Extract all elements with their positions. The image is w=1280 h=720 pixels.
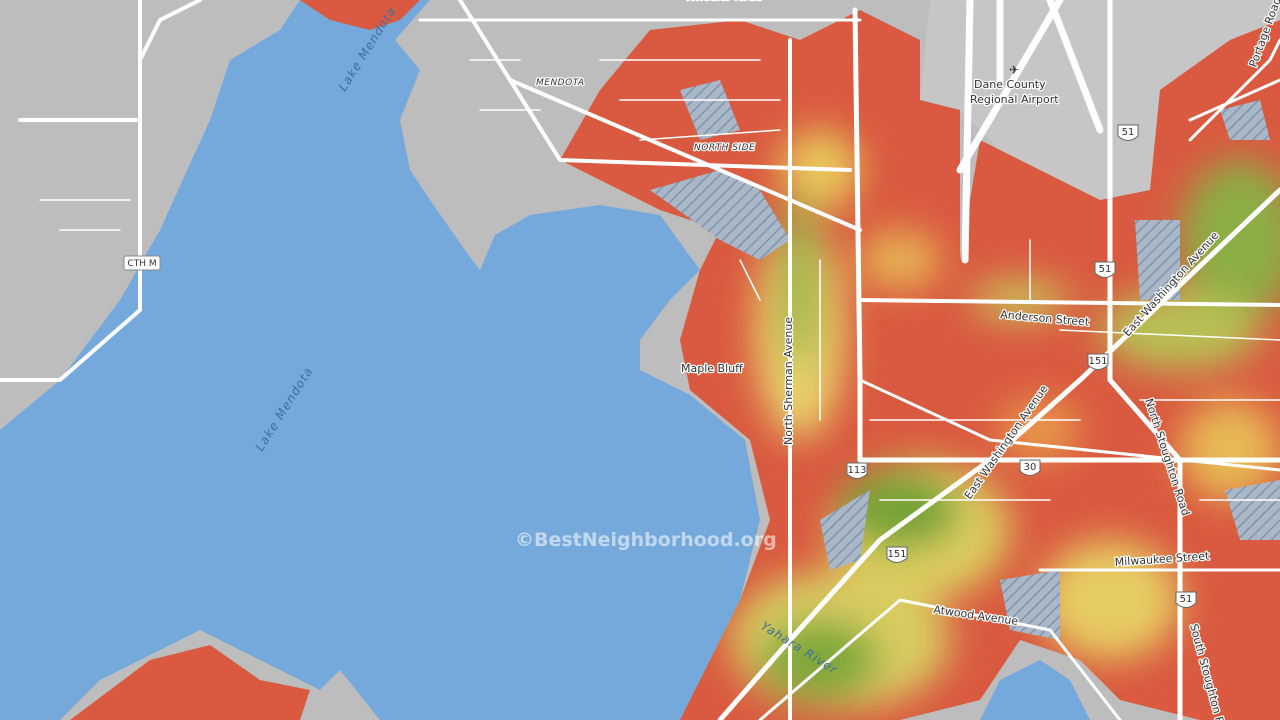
road [1107,0,1183,720]
street [869,239,1280,501]
place-label: North Sherman Avenue [782,317,795,445]
shield-number: 51 [1180,594,1193,605]
shield-number: 151 [887,549,906,560]
shield-number: 30 [1024,462,1037,473]
road [858,378,1280,472]
lake [980,660,1090,720]
park [650,170,790,260]
place-label: Wheeler Road [685,0,762,3]
street [39,59,541,231]
heat-orange [1180,400,1280,500]
shield [846,462,868,479]
shield [1087,353,1109,370]
park [680,80,740,140]
street [599,59,821,421]
shield [1117,124,1139,141]
shield-number: 51 [1122,127,1135,138]
road [858,298,1280,307]
heat-red [300,0,420,30]
runway [956,0,1104,264]
shields: 51 51 151 113 30 151 51 ✈ [846,63,1197,608]
airport-icon: ✈ [1009,63,1019,77]
place-label: NORTH SIDE [694,143,755,153]
road [758,598,1122,720]
road-badge [123,255,161,271]
shield-number: 151 [1088,356,1107,367]
airport-land [920,0,1280,200]
heat-orange [860,230,940,290]
road-label: CTH M [127,259,156,269]
park [1220,100,1270,140]
shield [1175,591,1197,608]
road [508,78,862,232]
heat-yellow [1100,290,1260,370]
park [820,490,870,570]
shield [1094,261,1116,278]
park [1225,480,1280,540]
watermark: ©BestNeighborhood.org [515,529,777,551]
road [1188,38,1280,142]
road [0,0,202,382]
heat-red [70,645,310,720]
shield [1019,459,1041,476]
place-label: Regional Airport [970,93,1059,106]
shield-number: 51 [1099,264,1112,275]
heat-orange [1000,400,1080,460]
lake [0,0,760,720]
shield [886,546,908,563]
shield-number: 113 [847,465,866,476]
place-label: MENDOTA [536,78,585,88]
park [1135,220,1180,300]
place-label: Maple Bluff [681,362,743,375]
place-label: Dane County [974,78,1046,91]
road [458,0,852,172]
